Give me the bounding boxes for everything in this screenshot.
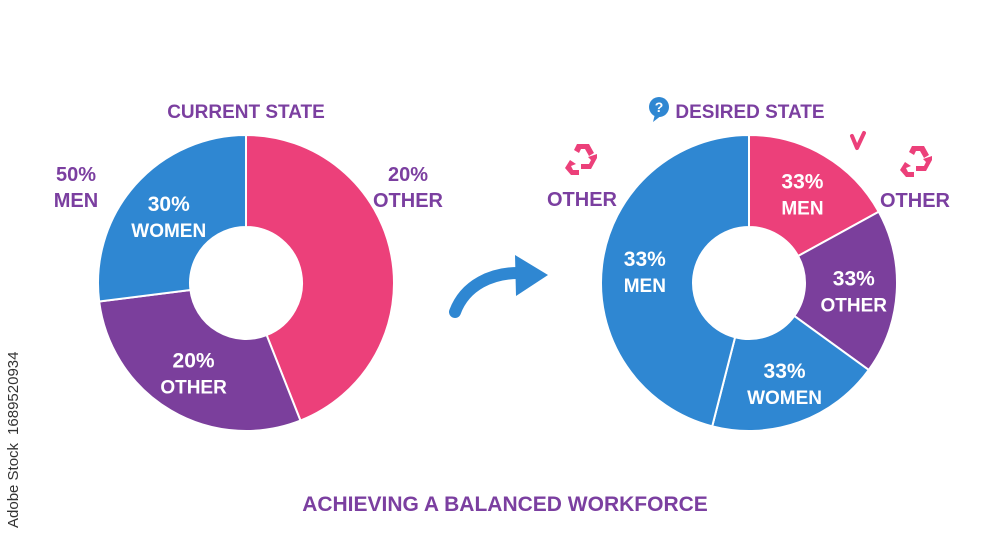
slice-value-label-3: 33% bbox=[624, 248, 666, 271]
desired-state-chart: ? DESIRED STATE 33%MEN33%OTHER33%WOMEN33… bbox=[547, 97, 951, 432]
svg-text:?: ? bbox=[655, 99, 664, 115]
stock-watermark-id: Adobe Stock 1689520934 bbox=[5, 352, 22, 529]
slice-name-label-2: WOMEN bbox=[131, 221, 206, 242]
slice-value-label-2: 30% bbox=[148, 193, 190, 216]
slice-women-2 bbox=[97, 133, 247, 303]
page-title: ACHIEVING A BALANCED WORKFORCE bbox=[302, 493, 708, 516]
current-men-outside-label: MEN bbox=[54, 190, 98, 212]
current-other-outside-value: 20% bbox=[388, 164, 428, 186]
question-bubble-icon: ? bbox=[649, 97, 669, 122]
slice-other-0 bbox=[245, 133, 395, 422]
slice-value-label-1: 33% bbox=[833, 268, 875, 291]
check-mark-icon bbox=[850, 131, 866, 150]
slice-name-label-1: OTHER bbox=[160, 378, 227, 399]
slice-name-label-2: WOMEN bbox=[747, 388, 822, 409]
slice-other-1 bbox=[98, 288, 302, 432]
current-men-outside-value: 50% bbox=[56, 164, 96, 186]
desired-other-outside-label-left: OTHER bbox=[547, 189, 618, 211]
current-state-slices: 20% OTHER 30% WOMEN bbox=[97, 133, 395, 432]
slice-value-label-1: 20% bbox=[173, 350, 215, 373]
slice-name-label-3: MEN bbox=[624, 276, 666, 297]
slice-men-3 bbox=[600, 133, 750, 428]
slice-value-label-0: 33% bbox=[781, 171, 823, 194]
slice-men-0 bbox=[748, 133, 881, 258]
desired-state-slices: 33% MEN 33% OTHER 33% WOMEN 33% MEN bbox=[600, 133, 898, 432]
current-state-title: CURRENT STATE bbox=[167, 102, 325, 123]
stock-id-text: 1689520934 bbox=[5, 352, 22, 435]
stock-source-text: Adobe Stock bbox=[5, 442, 22, 528]
curved-arrow-icon bbox=[449, 255, 548, 318]
slice-value-label-2: 33% bbox=[764, 360, 806, 383]
desired-state-title: DESIRED STATE bbox=[675, 102, 824, 123]
recycle-icon bbox=[900, 146, 932, 177]
current-other-outside-label: OTHER bbox=[373, 190, 444, 212]
slice-other-1 bbox=[792, 210, 898, 372]
recycle-icon bbox=[565, 144, 597, 175]
slice-name-label-1: OTHER bbox=[821, 296, 888, 317]
slice-women-2 bbox=[710, 314, 871, 432]
desired-other-outside-label-right: OTHER bbox=[880, 190, 951, 212]
current-state-chart: CURRENT STATE 20% OTHER 30% WOMEN 50% MEN 2… bbox=[54, 102, 444, 432]
slice-name-label-0: MEN bbox=[781, 199, 823, 220]
